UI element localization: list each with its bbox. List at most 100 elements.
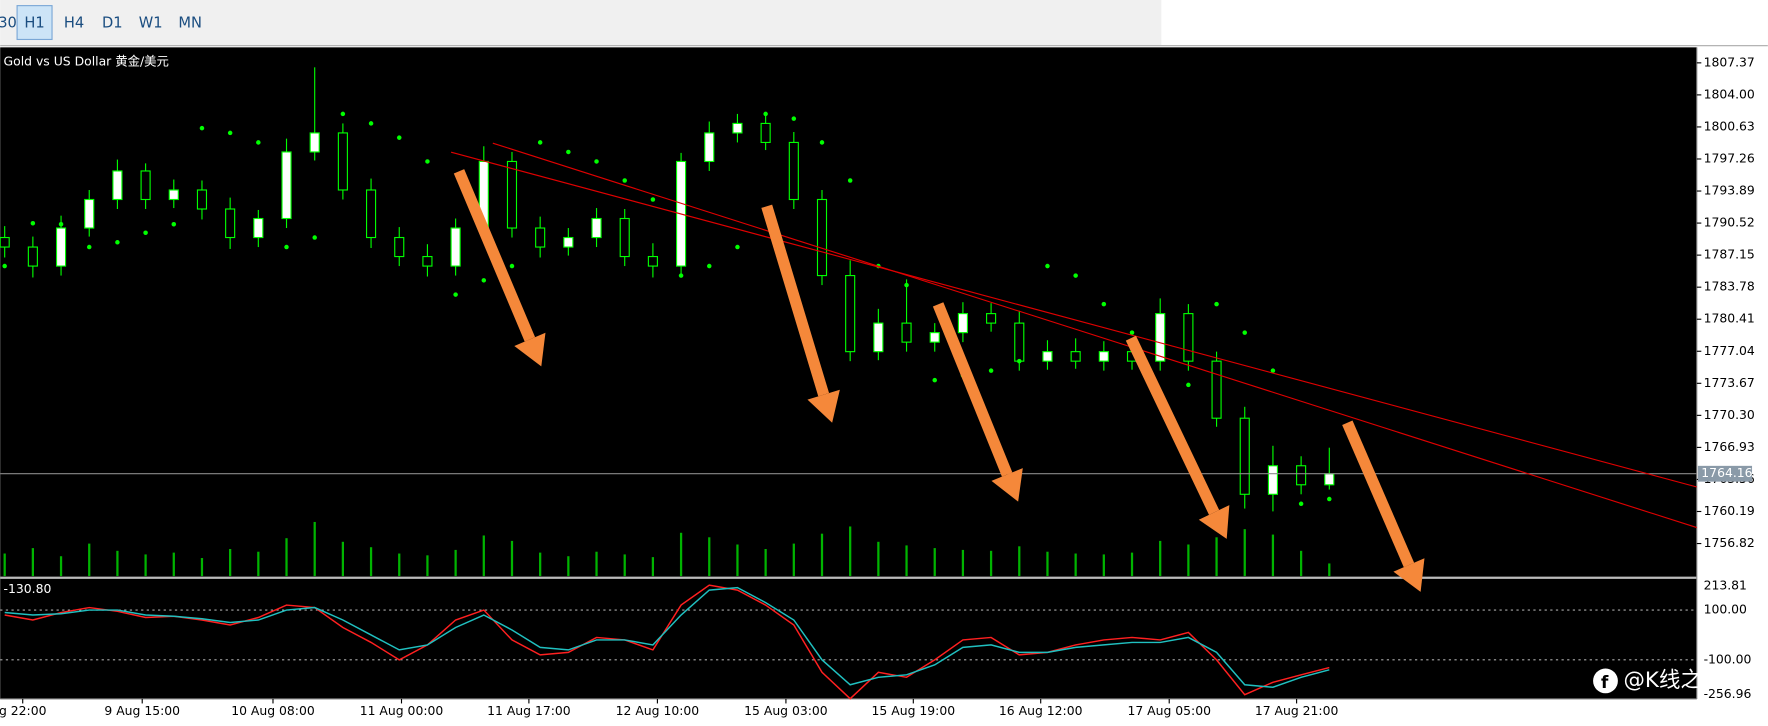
indicator-line: [4, 586, 1330, 688]
candle-body: [1098, 351, 1109, 362]
sar-dot: [1327, 496, 1332, 502]
candle-body: [760, 122, 771, 144]
candle-body: [929, 332, 940, 343]
candle-body: [1324, 473, 1335, 486]
sar-dot: [340, 111, 346, 117]
arrow-shaft: [1125, 335, 1220, 515]
sar-dot: [707, 263, 712, 269]
sar-dot: [425, 159, 430, 164]
candle-body: [225, 208, 236, 239]
sar-dot: [1129, 330, 1135, 335]
candle-body: [1211, 360, 1222, 419]
candle-body: [168, 189, 179, 201]
sar-dot: [537, 140, 543, 145]
arrow-shaft: [1342, 420, 1415, 568]
x-tick-label: g 22:00: [0, 703, 47, 718]
timeframe-button[interactable]: D1: [102, 15, 123, 32]
candle-body: [1239, 417, 1250, 495]
y-tick-label: 1760.19: [1704, 503, 1755, 518]
candle-body: [1296, 465, 1307, 486]
x-tick-label: 10 Aug 08:00: [231, 703, 315, 718]
y-tick-label: 1783.78: [1704, 279, 1755, 294]
sar-dot: [678, 273, 684, 278]
sar-dot: [594, 159, 599, 164]
candle-body: [365, 189, 377, 239]
candle-body: [591, 217, 602, 239]
candle-body: [986, 313, 997, 324]
sar-dot: [86, 244, 92, 250]
candle-body: [732, 122, 743, 134]
y-tick-label: 1797.26: [1704, 150, 1755, 165]
candle-body: [873, 322, 884, 353]
candle-body: [563, 236, 574, 248]
sar-dot: [1242, 330, 1247, 335]
sar-dot: [509, 263, 515, 269]
arrow-head: [991, 468, 1023, 502]
sar-dot: [396, 135, 402, 140]
candle-body: [196, 189, 208, 210]
sar-dot: [763, 111, 768, 117]
watermark-icon: [1593, 668, 1618, 694]
sar-dot: [819, 140, 825, 145]
y-tick-label: 1807.37: [1704, 54, 1755, 69]
sar-dot: [791, 116, 797, 121]
sar-dot: [622, 178, 627, 183]
candle-body: [845, 275, 856, 353]
candle-body: [619, 217, 630, 258]
x-tick-label: 9 Aug 15:00: [104, 703, 180, 718]
watermark-icon-f: f: [1601, 672, 1609, 692]
trend-line: [492, 142, 1697, 529]
candle-body: [1042, 351, 1053, 362]
sar-dot: [481, 278, 487, 283]
current-price-label: 1764.16: [1701, 465, 1752, 480]
arrow-head: [1393, 558, 1425, 592]
arrow-head: [1198, 505, 1230, 539]
sar-dot: [988, 368, 994, 373]
sar-dot: [1270, 368, 1276, 373]
sar-dot: [143, 230, 148, 236]
sar-dot: [1298, 501, 1304, 507]
sar-dot: [58, 221, 64, 227]
candle-body: [957, 313, 968, 334]
y-tick-label: 1800.63: [1704, 118, 1755, 133]
candle-body: [112, 170, 123, 201]
y-tick-label: 1790.52: [1704, 215, 1755, 230]
current-price-box: [1697, 465, 1753, 482]
chart-area: [0, 47, 1697, 699]
sar-dot: [312, 235, 317, 240]
trend-line: [450, 151, 1697, 488]
indicator-tick-label: -100.00: [1704, 651, 1752, 666]
x-tick-label: 11 Aug 17:00: [487, 703, 571, 718]
candle-body: [788, 141, 799, 201]
timeframe-button[interactable]: MN: [178, 15, 202, 32]
candle-body: [506, 160, 518, 229]
arrow-head: [807, 389, 840, 423]
candle-body: [1155, 313, 1166, 362]
x-tick-label: 17 Aug 21:00: [1255, 703, 1339, 718]
candle-body: [450, 227, 461, 267]
sar-dot: [227, 130, 233, 136]
candle-body: [901, 322, 912, 343]
indicator-line: [4, 584, 1330, 700]
candle-body: [1183, 313, 1194, 362]
candle-body: [394, 236, 405, 258]
watermark: @K线之巅: [1624, 668, 1724, 693]
candle-body: [140, 170, 151, 201]
toolbar-blank: [1161, 0, 1768, 46]
sar-dot: [30, 221, 36, 226]
y-tick-label: 1773.67: [1704, 375, 1755, 390]
candle-body: [704, 132, 715, 163]
sar-dot: [256, 140, 261, 145]
sar-dot: [566, 149, 571, 155]
trend-lines: [450, 142, 1697, 529]
timeframe-button[interactable]: H4: [64, 15, 84, 32]
timeframe-button[interactable]: H1: [24, 15, 44, 32]
x-tick-label: 17 Aug 05:00: [1127, 703, 1211, 718]
sar-dot: [1045, 263, 1050, 269]
candle-body: [1014, 322, 1025, 362]
timeframe-button[interactable]: W1: [139, 15, 163, 32]
candle-body: [0, 236, 10, 248]
timeframe-button[interactable]: 30: [0, 15, 17, 32]
candle-body: [337, 132, 348, 191]
